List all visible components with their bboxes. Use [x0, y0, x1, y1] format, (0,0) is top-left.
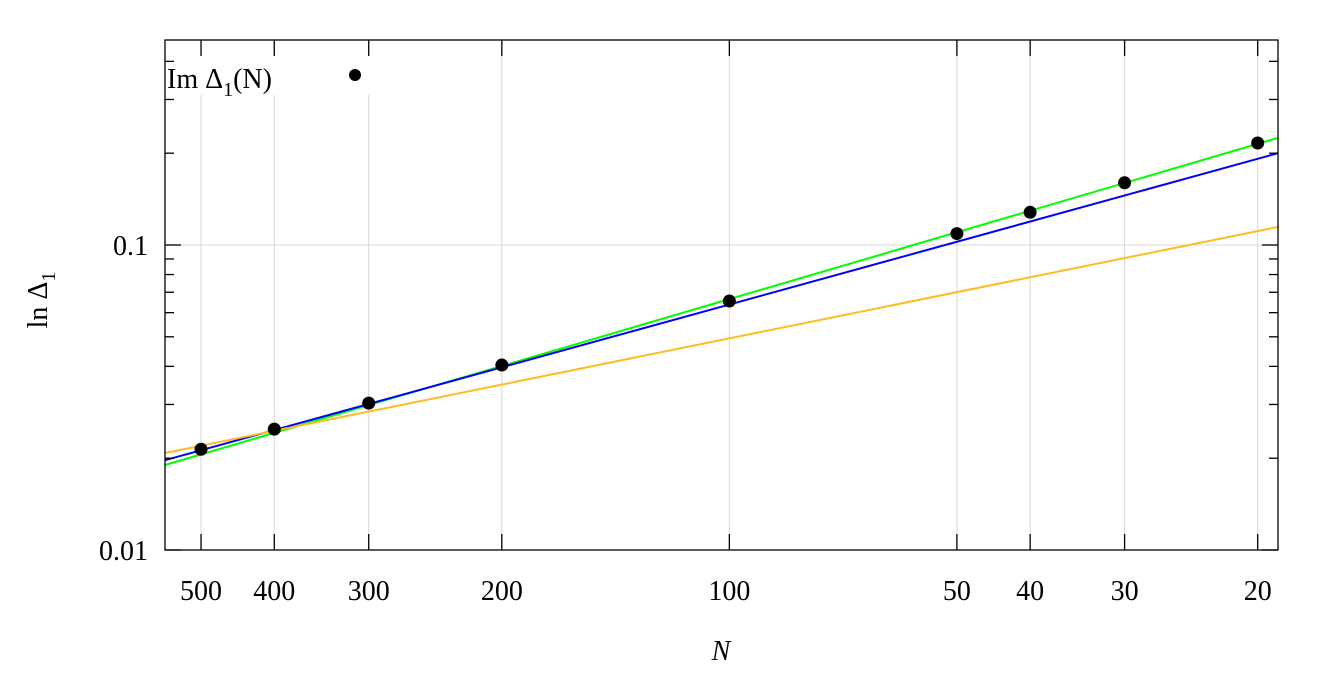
data-point — [362, 396, 376, 410]
y-tick-label: 0.1 — [113, 231, 148, 262]
legend-label: Im Δ1(N) — [167, 64, 272, 101]
fit-lines — [164, 136, 1279, 466]
data-point — [1251, 136, 1265, 150]
x-tick-label: 300 — [348, 576, 390, 607]
data-point — [1023, 205, 1037, 219]
data-point — [194, 442, 208, 456]
x-tick-label: 400 — [253, 576, 295, 607]
x-tick-label: 200 — [481, 576, 523, 607]
grid — [165, 40, 1278, 550]
plot-frame — [164, 39, 1279, 551]
tick-labels: 500 400 300 200 100 50 40 30 20 0.01 0.1 — [99, 231, 1272, 607]
x-tick-label: 20 — [1244, 576, 1272, 607]
legend: Im Δ1(N) — [166, 55, 371, 101]
x-tick-label: 500 — [180, 576, 222, 607]
fit-line — [164, 136, 1279, 466]
data-points — [194, 136, 1265, 456]
x-tick-label: 100 — [708, 576, 750, 607]
data-point — [495, 358, 509, 372]
legend-background — [166, 55, 371, 95]
x-tick-label: 30 — [1111, 576, 1139, 607]
fit-line — [164, 225, 1279, 454]
axes — [164, 39, 1279, 551]
data-point — [1118, 176, 1132, 190]
y-tick-label: 0.01 — [99, 536, 148, 567]
x-tick-label: 50 — [943, 576, 971, 607]
x-axis-label: N — [711, 636, 732, 667]
legend-marker — [349, 69, 361, 81]
data-point — [722, 294, 736, 308]
x-tick-label: 40 — [1016, 576, 1044, 607]
data-point — [950, 227, 964, 241]
y-axis-label: ln Δ1 — [23, 272, 60, 329]
fit-line — [164, 152, 1279, 462]
data-point — [267, 422, 281, 436]
